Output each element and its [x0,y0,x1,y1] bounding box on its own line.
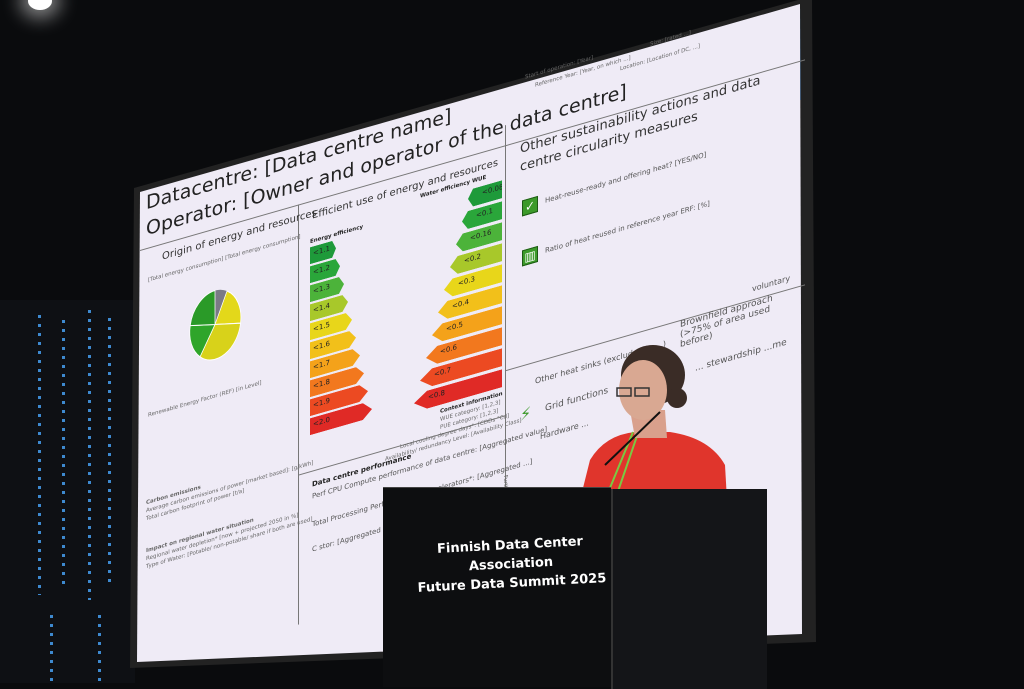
led-strip [38,315,41,595]
led-strip [88,310,91,600]
pie-slice-yellow [214,290,242,326]
led-strip [108,318,111,588]
podium-side [611,489,767,689]
speaker [580,345,727,500]
pylon-icon: ⚡ [520,402,532,426]
meta-size: Size: [rated ...] [650,30,691,48]
speaker-face [619,360,667,420]
divider [298,204,299,625]
pie-slice-yellow-2 [199,322,241,361]
led-strip [98,615,101,683]
speaker-bun [667,388,687,408]
carbon-line: Average carbon emissions of power [marke… [146,460,314,515]
led-strip [62,320,65,590]
meta-location: Location: [Location of DC, ...] [620,43,701,73]
checkbox-checked-icon: ✓ [522,195,538,217]
pie-slice-green-2 [189,289,216,327]
other-item: Ratio of heat reused in reference year E… [545,199,710,255]
slide: Datacentre: [Data centre name] Operator:… [140,0,805,670]
stage-light [28,0,52,10]
led-wall [0,300,135,683]
radiator-icon: ▥ [522,245,538,267]
podium-sign: Finnish Data Center Association Future D… [410,531,613,598]
ref-label: Renewable Energy Factor (REF) [in Level] [148,380,262,419]
led-strip [50,615,53,683]
microphone [604,411,661,466]
energy-origin-pie [189,289,242,361]
water-line: Regional water depletion* [now + project… [146,512,299,563]
energy-efficiency-label: Energy efficiency [310,224,364,246]
speaker-jacket [580,432,727,500]
speaker-glasses [616,387,650,397]
podium: Finnish Data Center Association Future D… [383,487,611,687]
